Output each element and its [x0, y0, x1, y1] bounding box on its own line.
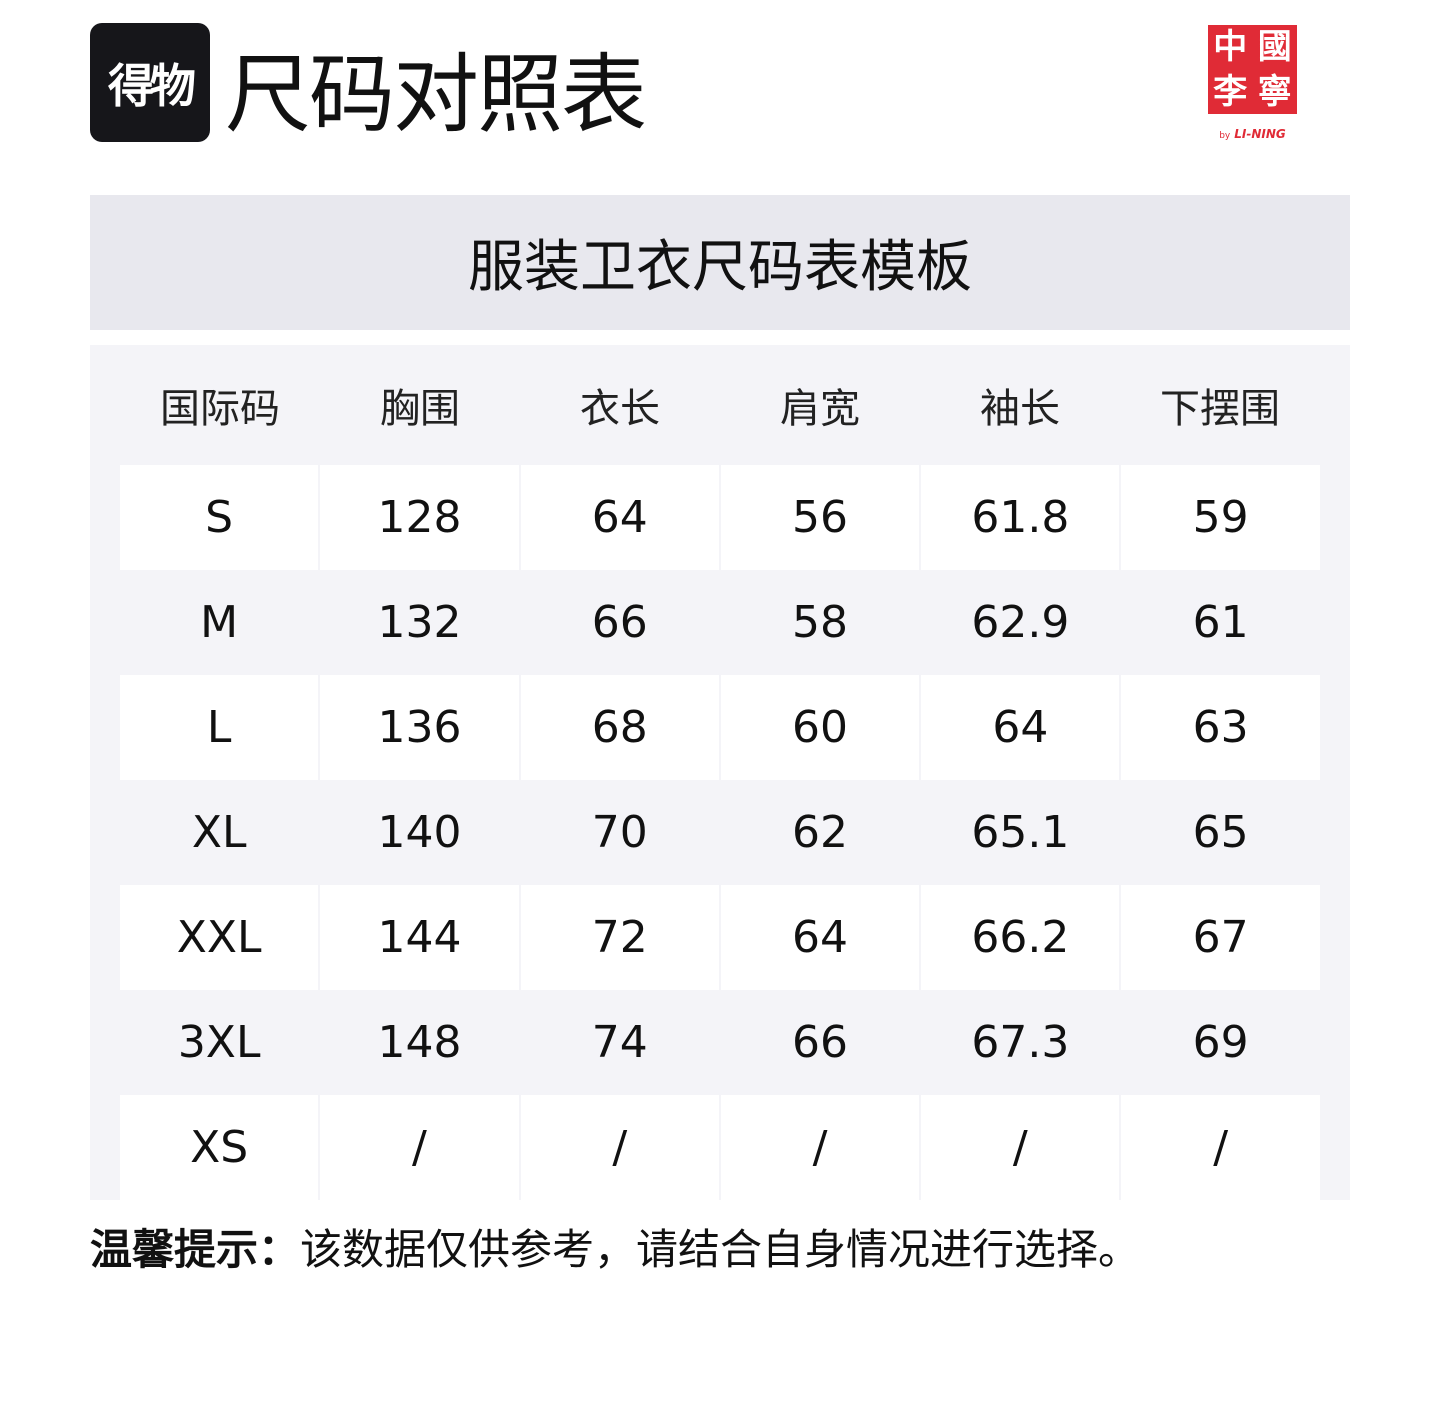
table-cell: 64	[921, 675, 1120, 780]
tip-label: 温馨提示：	[90, 1225, 301, 1274]
table-cell: XXL	[120, 885, 319, 990]
table-cell: 66.2	[921, 885, 1120, 990]
table-cell: /	[720, 1095, 920, 1200]
table-cell: 148	[377, 1017, 462, 1068]
table-cell: 63	[1121, 675, 1320, 780]
table-cell: 136	[320, 675, 519, 780]
brand-name-text: LI-NING	[1234, 127, 1286, 141]
column-header: 下摆围	[1160, 386, 1280, 432]
table-cell: 60	[720, 675, 920, 780]
table-row: M 132 66 58 62.9 61	[120, 570, 1320, 675]
table-cell: 69	[1192, 1017, 1249, 1068]
column-header: 肩宽	[780, 386, 860, 432]
table-header: 国际码 胸围 衣长 肩宽 袖长 下摆围	[120, 345, 1320, 465]
table-cell: 58	[792, 597, 849, 648]
table-cell: XL	[191, 807, 247, 858]
table-row: XS / / / / /	[120, 1095, 1320, 1200]
table-cell: L	[120, 675, 319, 780]
logo-char: 寧	[1257, 71, 1292, 112]
table-cell: XS	[120, 1095, 319, 1200]
logo-char: 李	[1213, 71, 1248, 112]
table-cell: 72	[520, 885, 719, 990]
table-cell: 65.1	[971, 807, 1070, 858]
table-row: L 136 68 60 64 63	[120, 675, 1320, 780]
table-cell: 128	[320, 465, 519, 570]
table-row: XL 140 70 62 65.1 65	[120, 780, 1320, 885]
logo-char: 國	[1257, 27, 1292, 68]
table-cell: 62.9	[971, 597, 1070, 648]
table-cell: 144	[320, 885, 519, 990]
table-cell: 64	[520, 465, 719, 570]
table-row: S 128 64 56 61.8 59	[120, 465, 1320, 570]
table-row: XXL 144 72 64 66.2 67	[120, 885, 1320, 990]
table-cell: 3XL	[177, 1017, 261, 1068]
table-cell: 66	[591, 597, 648, 648]
table-cell: /	[1121, 1095, 1320, 1200]
table-cell: M	[200, 597, 239, 648]
column-header: 衣长	[580, 386, 660, 432]
column-header: 袖长	[980, 386, 1060, 432]
table-cell: 64	[720, 885, 920, 990]
table-cell: 68	[520, 675, 719, 780]
brand-name: by LI-NING	[1208, 127, 1297, 141]
table-cell: 61	[1192, 597, 1249, 648]
column-header: 胸围	[380, 386, 460, 432]
table-cell: 132	[377, 597, 462, 648]
li-ning-logo: 中 國 李 寧	[1208, 25, 1297, 114]
tip-text: 该数据仅供参考，请结合自身情况进行选择。	[300, 1225, 1141, 1274]
brand-by: by	[1219, 131, 1231, 141]
table-cell: 140	[377, 807, 462, 858]
table-cell: 56	[720, 465, 920, 570]
table-cell: 59	[1121, 465, 1320, 570]
table-cell: 67.3	[971, 1017, 1070, 1068]
page-title: 尺码对照表	[225, 45, 647, 145]
table-cell: /	[320, 1095, 519, 1200]
table-cell: 66	[792, 1017, 849, 1068]
table-row: 3XL 148 74 66 67.3 69	[120, 990, 1320, 1095]
table-cell: /	[520, 1095, 719, 1200]
dewu-logo: 得物	[90, 23, 210, 142]
table-cell: /	[921, 1095, 1120, 1200]
table-cell: 62	[792, 807, 849, 858]
table-cell: S	[120, 465, 319, 570]
size-table: 国际码 胸围 衣长 肩宽 袖长 下摆围 S 128 64 56 61.8 59 M 132 66 58 62.…	[90, 345, 1350, 1200]
logo-char: 中	[1213, 27, 1248, 68]
table-cell: 61.8	[921, 465, 1120, 570]
footer-tip: 温馨提示：该数据仅供参考，请结合自身情况进行选择。	[90, 1220, 1140, 1280]
table-cell: 67	[1121, 885, 1320, 990]
table-cell: 70	[591, 807, 648, 858]
column-header: 国际码	[160, 386, 280, 432]
table-cell: 74	[591, 1017, 648, 1068]
table-cell: 65	[1192, 807, 1249, 858]
table-title: 服装卫衣尺码表模板	[90, 195, 1350, 330]
